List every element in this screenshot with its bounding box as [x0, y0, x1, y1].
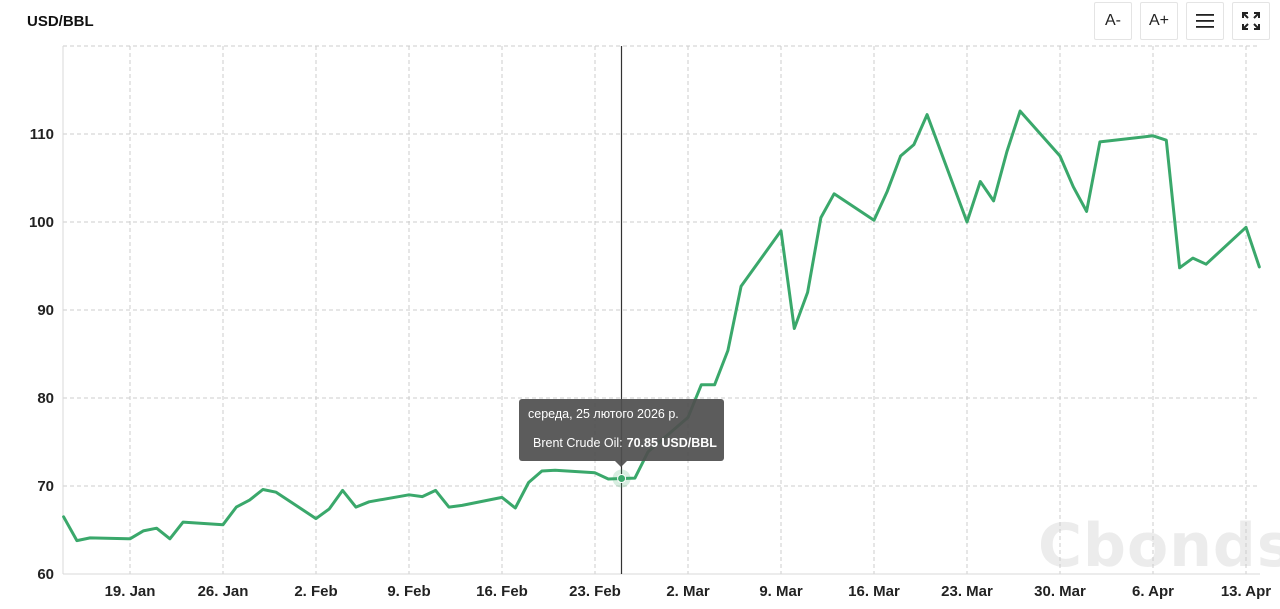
- y-tick-label: 80: [37, 390, 54, 407]
- x-tick-label: 6. Apr: [1132, 583, 1174, 600]
- increase-font-button[interactable]: A+: [1140, 2, 1178, 40]
- tooltip-arrow: [615, 461, 627, 467]
- y-tick-label: 60: [37, 566, 54, 583]
- chart-grid: [63, 45, 1260, 574]
- hamburger-menu-icon: [1196, 14, 1214, 28]
- x-tick-label: 16. Mar: [848, 583, 900, 600]
- hover-point-marker[interactable]: [617, 474, 627, 484]
- x-tick-label: 2. Feb: [294, 583, 337, 600]
- x-tick-label: 2. Mar: [666, 583, 710, 600]
- data-tooltip: середа, 25 лютого 2026 р. Brent Crude Oi…: [519, 399, 724, 461]
- x-tick-label: 26. Jan: [198, 583, 249, 600]
- x-axis-ticks: 19. Jan 26. Jan 2. Feb 9. Feb 16. Feb 23. Feb…: [105, 583, 1272, 600]
- x-tick-label: 30. Mar: [1034, 583, 1086, 600]
- y-axis-ticks: 60 70 80 90 100 110: [29, 126, 54, 583]
- x-tick-label: 23. Mar: [941, 583, 993, 600]
- brent-crude-oil-line[interactable]: [62, 109, 1261, 543]
- x-tick-label: 9. Feb: [387, 583, 430, 600]
- decrease-font-button[interactable]: A-: [1094, 2, 1132, 40]
- x-tick-label: 19. Jan: [105, 583, 156, 600]
- y-tick-label: 110: [30, 126, 54, 143]
- x-tick-label: 9. Mar: [759, 583, 803, 600]
- fullscreen-button[interactable]: [1232, 2, 1270, 40]
- tooltip-series-name: Brent Crude Oil:: [533, 436, 623, 450]
- y-tick-label: 70: [37, 478, 54, 495]
- x-tick-label: 23. Feb: [569, 583, 621, 600]
- menu-button[interactable]: [1186, 2, 1224, 40]
- y-axis-unit-label: USD/BBL: [27, 13, 94, 30]
- tooltip-value: 70.85 USD/BBL: [626, 436, 717, 450]
- cbonds-watermark: Cbonds: [1038, 511, 1280, 581]
- tooltip-date: середа, 25 лютого 2026 р.: [528, 407, 679, 421]
- tooltip-series-row: Brent Crude Oil: 70.85 USD/BBL: [528, 436, 717, 450]
- x-tick-label: 13. Apr: [1221, 583, 1271, 600]
- y-tick-label: 100: [29, 214, 54, 231]
- y-tick-label: 90: [37, 302, 54, 319]
- chart-toolbar: A- A+: [1094, 2, 1270, 40]
- fullscreen-expand-icon: [1242, 12, 1260, 30]
- x-tick-label: 16. Feb: [476, 583, 528, 600]
